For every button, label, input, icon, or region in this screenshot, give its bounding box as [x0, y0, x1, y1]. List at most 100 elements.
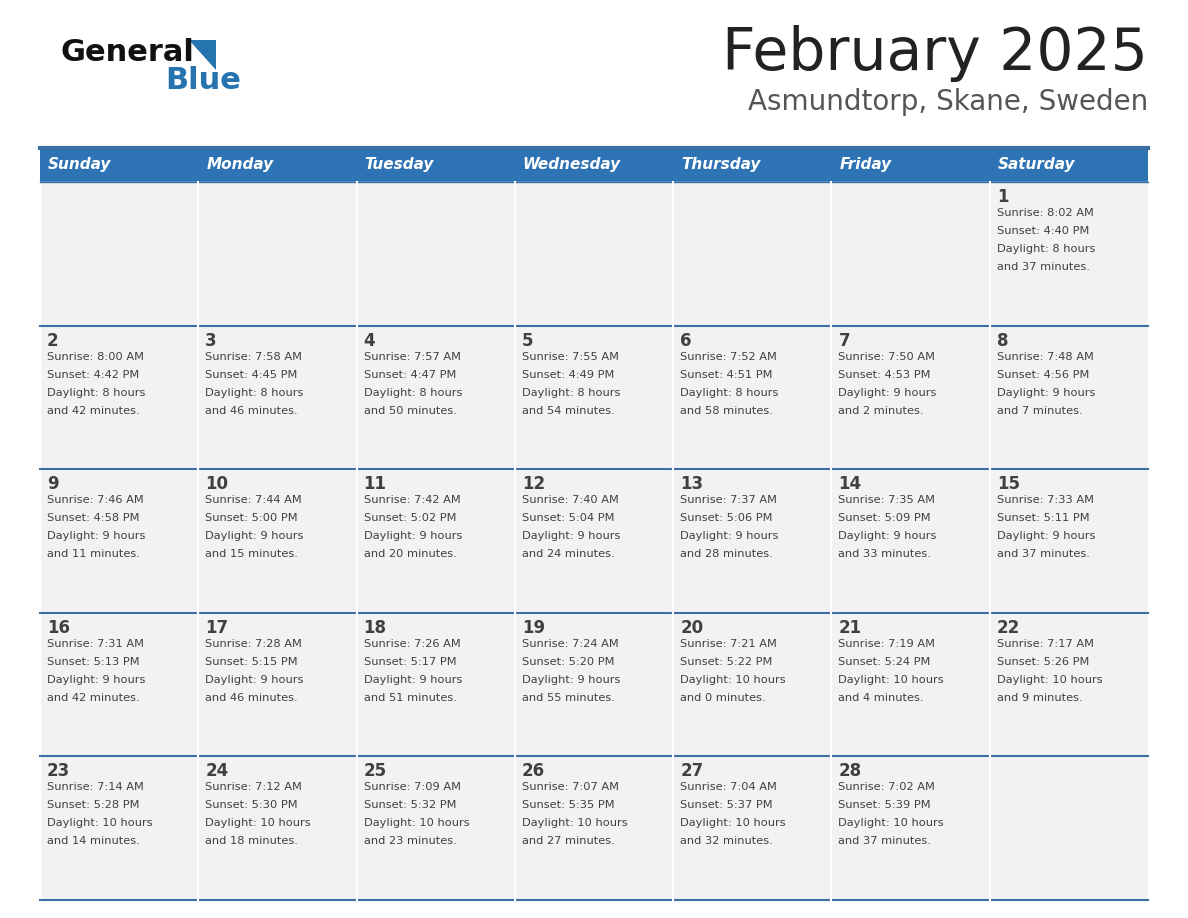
Text: Sunset: 4:47 PM: Sunset: 4:47 PM: [364, 370, 456, 380]
Text: Wednesday: Wednesday: [523, 158, 621, 173]
Text: Sunrise: 7:58 AM: Sunrise: 7:58 AM: [206, 352, 302, 362]
Text: 8: 8: [997, 331, 1009, 350]
Text: Daylight: 8 hours: Daylight: 8 hours: [364, 387, 462, 397]
Text: Sunset: 5:06 PM: Sunset: 5:06 PM: [681, 513, 772, 523]
Text: Daylight: 10 hours: Daylight: 10 hours: [681, 819, 785, 828]
Text: Daylight: 9 hours: Daylight: 9 hours: [48, 675, 145, 685]
Text: Daylight: 9 hours: Daylight: 9 hours: [48, 532, 145, 542]
Text: 15: 15: [997, 476, 1019, 493]
Text: Sunset: 5:15 PM: Sunset: 5:15 PM: [206, 656, 298, 666]
Text: 26: 26: [522, 763, 545, 780]
Text: Sunset: 5:37 PM: Sunset: 5:37 PM: [681, 800, 772, 811]
Text: Sunrise: 7:42 AM: Sunrise: 7:42 AM: [364, 495, 460, 505]
Text: Daylight: 9 hours: Daylight: 9 hours: [522, 532, 620, 542]
Text: Daylight: 8 hours: Daylight: 8 hours: [997, 244, 1095, 254]
Text: 22: 22: [997, 619, 1020, 637]
Text: Sunset: 4:58 PM: Sunset: 4:58 PM: [48, 513, 139, 523]
Text: and 9 minutes.: and 9 minutes.: [997, 693, 1082, 703]
Text: Sunrise: 8:02 AM: Sunrise: 8:02 AM: [997, 208, 1094, 218]
Text: Daylight: 10 hours: Daylight: 10 hours: [48, 819, 152, 828]
Text: Sunrise: 7:31 AM: Sunrise: 7:31 AM: [48, 639, 144, 649]
Text: Sunset: 5:00 PM: Sunset: 5:00 PM: [206, 513, 298, 523]
Text: Sunrise: 8:00 AM: Sunrise: 8:00 AM: [48, 352, 144, 362]
Text: Sunset: 5:17 PM: Sunset: 5:17 PM: [364, 656, 456, 666]
Bar: [40, 148, 1148, 182]
Text: Sunrise: 7:40 AM: Sunrise: 7:40 AM: [522, 495, 619, 505]
Text: Sunrise: 7:17 AM: Sunrise: 7:17 AM: [997, 639, 1094, 649]
Text: February 2025: February 2025: [722, 25, 1148, 82]
Text: Sunset: 4:56 PM: Sunset: 4:56 PM: [997, 370, 1089, 380]
Text: Sunset: 5:28 PM: Sunset: 5:28 PM: [48, 800, 139, 811]
Text: Sunrise: 7:46 AM: Sunrise: 7:46 AM: [48, 495, 144, 505]
Text: General: General: [61, 38, 194, 67]
Text: and 33 minutes.: and 33 minutes.: [839, 549, 931, 559]
Text: and 55 minutes.: and 55 minutes.: [522, 693, 614, 703]
Text: and 58 minutes.: and 58 minutes.: [681, 406, 773, 416]
Text: Sunset: 5:35 PM: Sunset: 5:35 PM: [522, 800, 614, 811]
Text: Sunset: 5:20 PM: Sunset: 5:20 PM: [522, 656, 614, 666]
Text: and 24 minutes.: and 24 minutes.: [522, 549, 614, 559]
Text: Sunset: 5:22 PM: Sunset: 5:22 PM: [681, 656, 772, 666]
Text: Sunrise: 7:02 AM: Sunrise: 7:02 AM: [839, 782, 935, 792]
Text: Daylight: 8 hours: Daylight: 8 hours: [522, 387, 620, 397]
Text: 14: 14: [839, 476, 861, 493]
Text: Sunrise: 7:09 AM: Sunrise: 7:09 AM: [364, 782, 461, 792]
Text: and 54 minutes.: and 54 minutes.: [522, 406, 614, 416]
Text: and 0 minutes.: and 0 minutes.: [681, 693, 766, 703]
Text: 1: 1: [997, 188, 1009, 206]
Text: Daylight: 10 hours: Daylight: 10 hours: [206, 819, 311, 828]
Text: Daylight: 8 hours: Daylight: 8 hours: [681, 387, 778, 397]
Text: Sunset: 5:32 PM: Sunset: 5:32 PM: [364, 800, 456, 811]
Text: and 46 minutes.: and 46 minutes.: [206, 693, 298, 703]
Text: Daylight: 10 hours: Daylight: 10 hours: [997, 675, 1102, 685]
Text: Sunset: 4:49 PM: Sunset: 4:49 PM: [522, 370, 614, 380]
Text: Sunset: 4:40 PM: Sunset: 4:40 PM: [997, 226, 1089, 236]
Text: Sunset: 4:53 PM: Sunset: 4:53 PM: [839, 370, 931, 380]
Text: and 32 minutes.: and 32 minutes.: [681, 836, 773, 846]
Text: Tuesday: Tuesday: [365, 158, 434, 173]
Text: Daylight: 10 hours: Daylight: 10 hours: [839, 675, 944, 685]
Text: 13: 13: [681, 476, 703, 493]
Text: Sunrise: 7:26 AM: Sunrise: 7:26 AM: [364, 639, 460, 649]
Text: Sunset: 5:11 PM: Sunset: 5:11 PM: [997, 513, 1089, 523]
Text: 25: 25: [364, 763, 387, 780]
Text: Sunrise: 7:57 AM: Sunrise: 7:57 AM: [364, 352, 461, 362]
Text: Monday: Monday: [207, 158, 273, 173]
Text: and 37 minutes.: and 37 minutes.: [997, 262, 1089, 272]
Text: 9: 9: [48, 476, 58, 493]
Text: Sunrise: 7:14 AM: Sunrise: 7:14 AM: [48, 782, 144, 792]
Text: and 50 minutes.: and 50 minutes.: [364, 406, 456, 416]
Text: Friday: Friday: [840, 158, 891, 173]
Text: and 46 minutes.: and 46 minutes.: [206, 406, 298, 416]
Text: and 11 minutes.: and 11 minutes.: [48, 549, 140, 559]
Text: 3: 3: [206, 331, 217, 350]
Text: Sunset: 5:26 PM: Sunset: 5:26 PM: [997, 656, 1089, 666]
Text: Sunset: 5:13 PM: Sunset: 5:13 PM: [48, 656, 140, 666]
Text: Daylight: 9 hours: Daylight: 9 hours: [997, 532, 1095, 542]
Text: 5: 5: [522, 331, 533, 350]
Text: Daylight: 9 hours: Daylight: 9 hours: [522, 675, 620, 685]
Text: 7: 7: [839, 331, 851, 350]
Text: Sunset: 5:02 PM: Sunset: 5:02 PM: [364, 513, 456, 523]
Text: Daylight: 9 hours: Daylight: 9 hours: [839, 387, 937, 397]
Text: Sunset: 5:09 PM: Sunset: 5:09 PM: [839, 513, 931, 523]
Text: 24: 24: [206, 763, 228, 780]
Text: Sunrise: 7:07 AM: Sunrise: 7:07 AM: [522, 782, 619, 792]
Text: 20: 20: [681, 619, 703, 637]
Text: Daylight: 8 hours: Daylight: 8 hours: [206, 387, 304, 397]
Text: Daylight: 9 hours: Daylight: 9 hours: [997, 387, 1095, 397]
Text: Thursday: Thursday: [681, 158, 760, 173]
Text: Sunrise: 7:35 AM: Sunrise: 7:35 AM: [839, 495, 935, 505]
Bar: [40, 469, 1148, 613]
Text: Sunrise: 7:37 AM: Sunrise: 7:37 AM: [681, 495, 777, 505]
Text: 11: 11: [364, 476, 386, 493]
Text: Daylight: 8 hours: Daylight: 8 hours: [48, 387, 145, 397]
Text: Sunset: 5:24 PM: Sunset: 5:24 PM: [839, 656, 931, 666]
Text: Sunset: 5:39 PM: Sunset: 5:39 PM: [839, 800, 931, 811]
Text: 16: 16: [48, 619, 70, 637]
Polygon shape: [189, 40, 216, 70]
Text: Daylight: 10 hours: Daylight: 10 hours: [364, 819, 469, 828]
Text: 27: 27: [681, 763, 703, 780]
Text: Daylight: 9 hours: Daylight: 9 hours: [681, 532, 778, 542]
Text: Sunrise: 7:55 AM: Sunrise: 7:55 AM: [522, 352, 619, 362]
